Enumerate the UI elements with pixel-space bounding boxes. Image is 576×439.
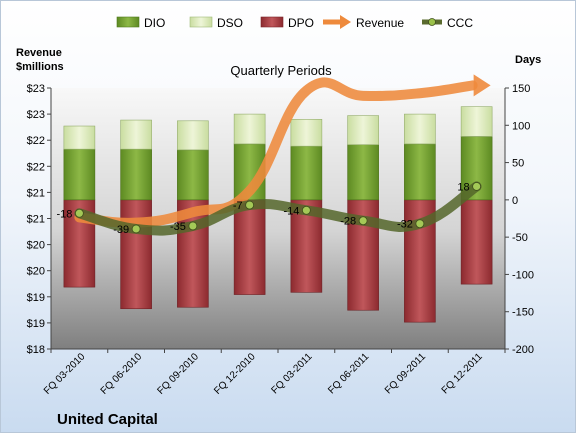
ccc-data-label: -28	[340, 216, 356, 228]
dpo-bar	[460, 199, 493, 285]
company-name: United Capital	[57, 411, 158, 428]
legend-item-ccc: CCC	[422, 16, 473, 30]
ccc-data-label: -39	[113, 224, 129, 236]
arrow-icon	[340, 15, 351, 29]
dso-bar	[120, 119, 152, 150]
left-tick-label: $23	[27, 83, 45, 95]
legend-item-dso: DSO	[189, 16, 243, 30]
dio-bar	[404, 143, 436, 201]
ccc-data-label: -35	[170, 221, 186, 233]
dpo-bar	[233, 199, 266, 295]
left-tick-label: $19	[27, 318, 45, 330]
bar-layer	[63, 106, 493, 323]
right-tick-label: -100	[512, 269, 534, 281]
revenue-arrowhead	[473, 74, 491, 97]
dio-bar	[63, 148, 96, 201]
right-axis-title: Days	[515, 54, 541, 66]
ccc-data-label: 18	[457, 181, 469, 193]
left-axis-title-line2: $millions	[16, 61, 64, 73]
dio-bar	[177, 149, 209, 201]
left-tick-label: $23	[27, 109, 45, 121]
x-tick-label: FQ 12-2011	[440, 351, 485, 396]
ccc-data-label: -32	[397, 219, 413, 231]
x-tick-label: FQ 06-2011	[326, 351, 371, 396]
legend-label-dio: DIO	[144, 16, 165, 30]
revenue-line	[74, 77, 478, 228]
ccc-layer: -18 -39 -35 -7 -14 -28 -32 18	[56, 181, 482, 236]
dio-bar	[347, 144, 379, 201]
left-tick-label: $18	[27, 344, 45, 356]
right-tick-label: -150	[512, 307, 534, 319]
ccc-marker	[472, 182, 482, 191]
right-tick-label: -200	[512, 344, 534, 356]
legend: DIO DSO DPO Revenue CCC	[116, 15, 473, 30]
dso-bar	[460, 106, 493, 137]
legend-label-revenue: Revenue	[356, 16, 404, 30]
right-tick-label: 0	[512, 195, 518, 207]
legend-label-ccc: CCC	[447, 16, 473, 30]
ccc-data-label: -18	[56, 208, 72, 220]
x-tick-label: FQ 06-2010	[99, 351, 145, 397]
chart-title: Quarterly Periods	[230, 63, 332, 78]
legend-item-revenue: Revenue	[323, 15, 404, 30]
x-tick-label: FQ 03-2011	[270, 351, 315, 396]
right-tick-label: 100	[512, 120, 530, 132]
dso-bar	[233, 113, 266, 145]
dso-bar	[404, 113, 436, 145]
revenue-layer	[74, 74, 491, 228]
ccc-marker	[188, 221, 198, 231]
legend-item-dpo: DPO	[260, 16, 314, 30]
left-axis-title-line1: Revenue	[16, 47, 62, 59]
dso-bar	[177, 120, 209, 151]
legend-item-dio: DIO	[116, 16, 165, 30]
left-tick-label: $21	[27, 214, 45, 226]
dio-bar	[120, 148, 152, 201]
dpo-bar	[120, 199, 152, 310]
dso-bar	[63, 125, 96, 150]
right-tick-label: 50	[512, 158, 524, 170]
x-tick-label: FQ 03-2010	[42, 351, 88, 397]
ccc-data-label: -14	[283, 205, 299, 217]
left-tick-label: $20	[27, 240, 45, 252]
ccc-data-label: -7	[233, 200, 243, 212]
x-tick-label: FQ 09-2010	[155, 351, 201, 397]
dio-bar	[290, 145, 323, 201]
legend-label-dpo: DPO	[288, 16, 314, 30]
x-tick-label: FQ 12-2010	[212, 351, 258, 397]
ccc-marker	[415, 219, 425, 229]
ccc-marker	[131, 224, 141, 234]
right-tick-label: -50	[512, 232, 528, 244]
left-tick-label: $22	[27, 161, 45, 173]
x-tick-label: FQ 09-2011	[383, 351, 428, 396]
legend-label-dso: DSO	[217, 16, 243, 30]
marker-icon	[428, 18, 436, 26]
left-tick-label: $19	[27, 292, 45, 304]
left-tick-label: $21	[27, 187, 45, 199]
dso-bar	[290, 119, 323, 147]
ccc-marker	[358, 216, 368, 226]
ccc-marker	[74, 208, 84, 218]
left-tick-label: $20	[27, 266, 45, 278]
ccc-marker	[301, 205, 311, 215]
ccc-marker	[245, 200, 255, 210]
dso-bar	[347, 115, 379, 145]
right-tick-label: 150	[512, 83, 530, 95]
left-tick-label: $22	[27, 135, 45, 147]
